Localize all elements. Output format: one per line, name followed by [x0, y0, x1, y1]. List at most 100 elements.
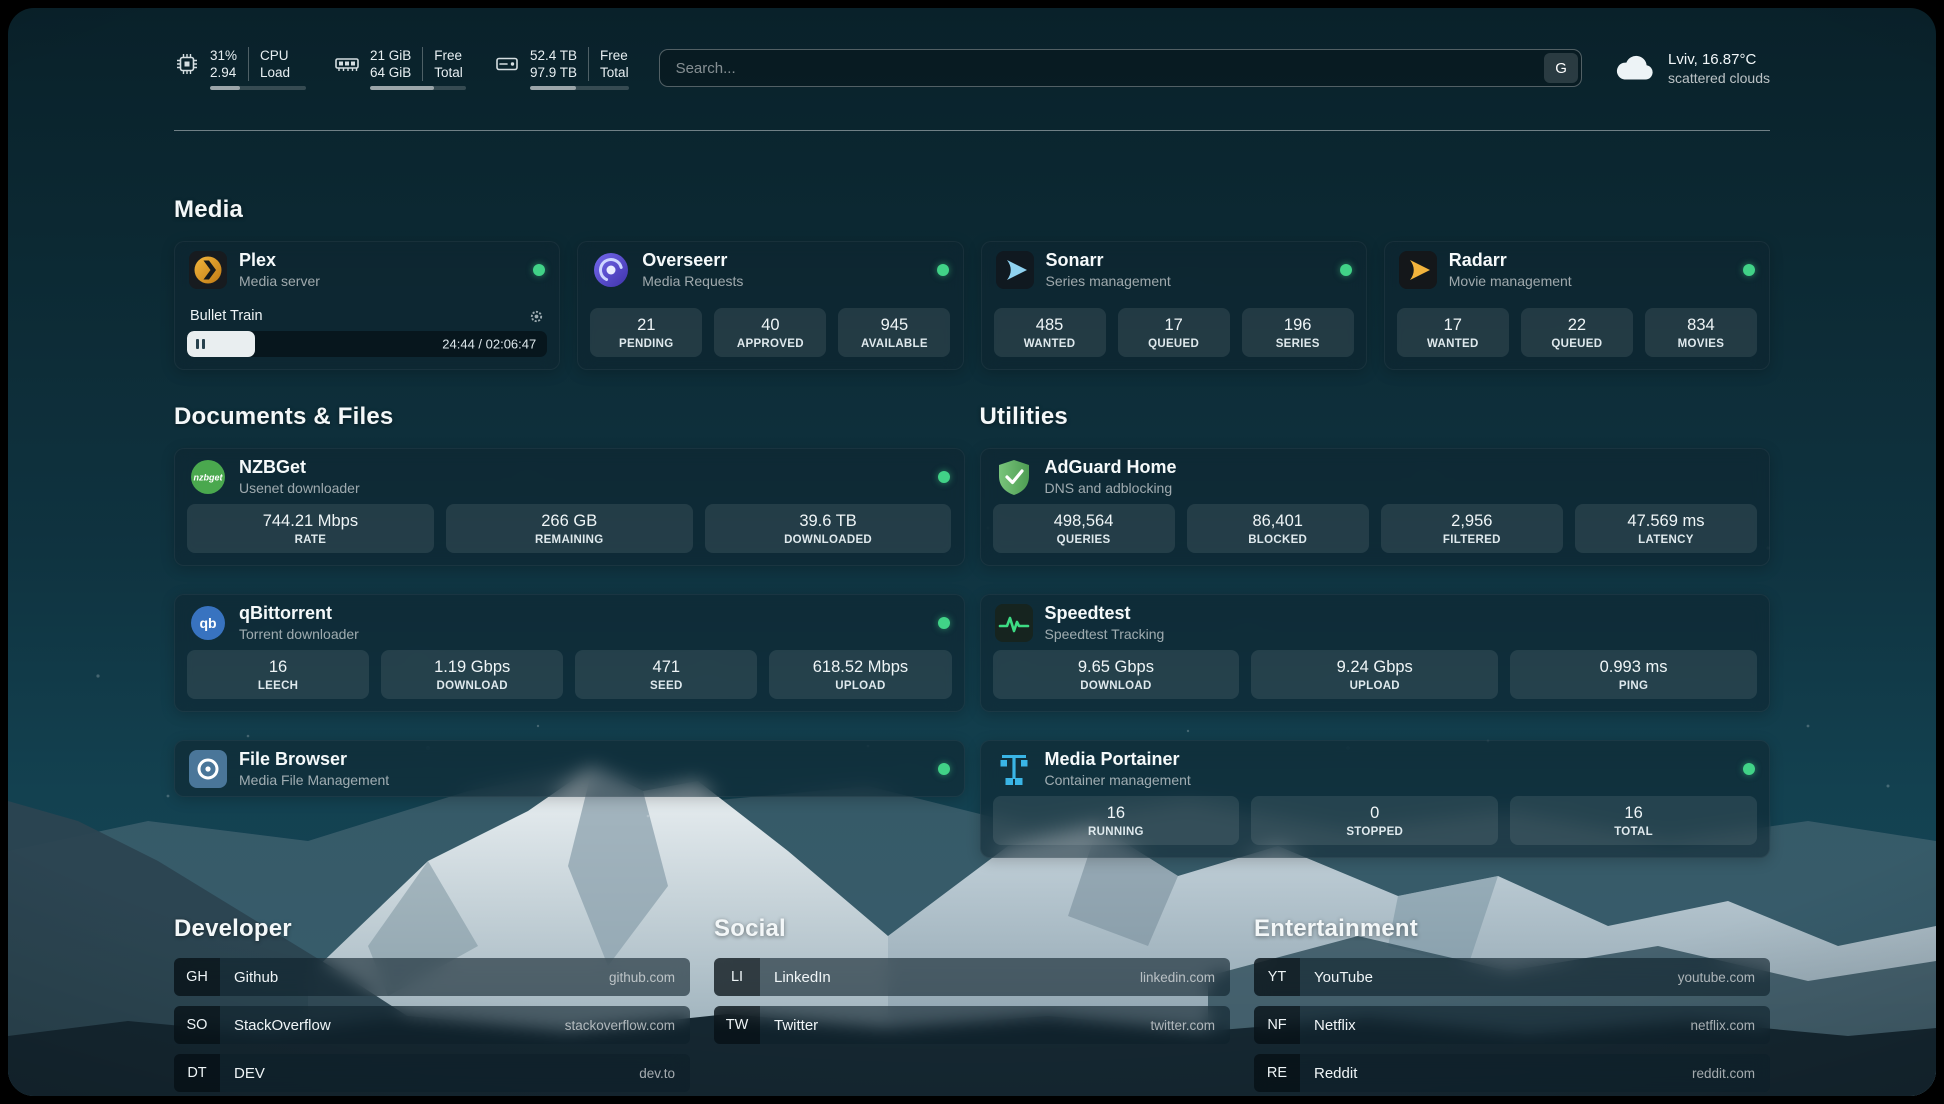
stat-label: FILTERED — [1442, 534, 1501, 546]
disk-label-1: Free — [600, 47, 628, 63]
stat-block: 16 LEECH — [187, 650, 370, 699]
status-dot — [937, 616, 950, 629]
section-title-developer: Developer — [174, 915, 292, 942]
stat-value: 0 — [1370, 804, 1380, 822]
stat-label: AVAILABLE — [861, 338, 928, 350]
pause-icon — [196, 339, 205, 349]
stat-label: QUERIES — [1056, 534, 1111, 546]
section-utilities: Utilities — [979, 402, 1770, 858]
bookmark-item-twitter[interactable]: TW Twitter twitter.com — [714, 1006, 1230, 1044]
disk-icon — [496, 57, 518, 70]
service-card-plex[interactable]: Plex Media server Bullet Train — [174, 241, 561, 370]
stat-block: 86,401 BLOCKED — [1186, 504, 1369, 553]
cpu-icon — [177, 53, 197, 74]
search-provider-button[interactable]: G — [1544, 53, 1579, 83]
status-dot — [936, 263, 949, 276]
memory-total: 64 GiB — [370, 64, 412, 80]
service-card-sonarr[interactable]: Sonarr Series management 485 WANTED — [980, 241, 1367, 370]
disk-total: 97.9 TB — [530, 64, 578, 80]
bookmark-name: Twitter — [774, 1016, 819, 1034]
stat-value: 16 — [1624, 804, 1643, 822]
stat-label: MOVIES — [1677, 338, 1725, 350]
cpu-load: 2.94 — [210, 64, 237, 80]
middle-columns: Documents & Files nzbget — [174, 402, 1770, 858]
memory-labels: Free Total — [422, 46, 463, 81]
service-card-qbittorrent[interactable]: qb qBittorrent Torrent downloader — [174, 594, 965, 712]
bookmark-url: github.com — [608, 969, 675, 985]
cpu-labels: CPU Load — [248, 46, 290, 81]
memory-values: 21 GiB 64 GiB — [370, 47, 411, 81]
stat-label: RUNNING — [1088, 826, 1144, 838]
stat-block: 0.993 ms PING — [1510, 650, 1757, 699]
bookmark-item-stackoverflow[interactable]: SO StackOverflow stackoverflow.com — [174, 1006, 690, 1044]
bookmark-name: LinkedIn — [774, 968, 831, 986]
bookmark-abbr: RE — [1254, 1054, 1300, 1092]
adguard-icon — [995, 458, 1033, 496]
disk-widget: 52.4 TB 97.9 TB Free Total — [494, 46, 629, 90]
stat-value: 40 — [761, 316, 780, 334]
stat-value: 1.19 Gbps — [434, 658, 511, 676]
stat-value: 744.21 Mbps — [262, 512, 359, 530]
stat-label: LATENCY — [1638, 534, 1694, 546]
cpu-values: 31% 2.94 — [210, 47, 237, 81]
service-description: Series management — [1045, 273, 1171, 289]
status-dot — [533, 263, 546, 276]
service-description: Usenet downloader — [239, 480, 360, 496]
stat-block: 485 WANTED — [993, 308, 1106, 357]
bookmark-item-linkedin[interactable]: LI LinkedIn linkedin.com — [714, 958, 1230, 996]
playback-progress-bar[interactable]: 24:44 / 02:06:47 — [187, 331, 548, 357]
search-input[interactable] — [659, 59, 1545, 77]
bookmark-item-youtube[interactable]: YT YouTube youtube.com — [1254, 958, 1770, 996]
dashboard-screen: 31% 2.94 CPU Load — [8, 8, 1936, 1096]
service-description: Media server — [239, 273, 320, 289]
bookmark-item-netflix[interactable]: NF Netflix netflix.com — [1254, 1006, 1770, 1044]
memory-free: 21 GiB — [370, 47, 412, 63]
service-card-portainer[interactable]: Media Portainer Container management 16 … — [979, 740, 1770, 858]
bookmark-item-dev[interactable]: DT DEV dev.to — [174, 1054, 690, 1092]
bookmark-item-reddit[interactable]: RE Reddit reddit.com — [1254, 1054, 1770, 1092]
cpu-widget: 31% 2.94 CPU Load — [174, 46, 306, 90]
service-card-speedtest[interactable]: Speedtest Speedtest Tracking 9.65 Gbps D… — [979, 594, 1770, 712]
service-card-nzbget[interactable]: nzbget NZBGet Usenet downloader — [174, 448, 965, 566]
stat-label: SERIES — [1275, 338, 1320, 350]
svg-text:qb: qb — [199, 615, 216, 631]
stat-value: 471 — [652, 658, 681, 676]
service-card-overseerr[interactable]: Overseerr Media Requests 21 PENDING — [577, 241, 964, 370]
bookmark-url: netflix.com — [1690, 1017, 1755, 1033]
stat-block: 618.52 Mbps UPLOAD — [769, 650, 952, 699]
weather-location: Lviv, 16.87°C — [1668, 50, 1757, 68]
bookmark-item-github[interactable]: GH Github github.com — [174, 958, 690, 996]
service-name: Plex — [239, 250, 277, 270]
service-name: qBittorrent — [239, 603, 332, 623]
status-dot — [937, 470, 950, 483]
settings-gear-icon[interactable] — [529, 309, 544, 324]
filebrowser-icon — [189, 749, 227, 788]
stat-label: SEED — [650, 680, 683, 692]
bookmark-group-entertainment: Entertainment YT YouTube youtube.com NF … — [1254, 914, 1770, 1092]
stat-label: PENDING — [619, 338, 674, 350]
qbittorrent-icon: qb — [189, 604, 227, 642]
radarr-icon — [1398, 250, 1437, 289]
bookmark-abbr: LI — [714, 958, 760, 996]
service-card-adguard[interactable]: AdGuard Home DNS and adblocking 498,564 … — [979, 448, 1770, 566]
stat-value: 86,401 — [1252, 512, 1303, 530]
service-name: NZBGet — [239, 457, 306, 477]
bookmark-name: Reddit — [1314, 1064, 1358, 1082]
service-description: Torrent downloader — [239, 626, 359, 642]
bookmark-abbr: NF — [1254, 1006, 1300, 1044]
stat-value: 16 — [1106, 804, 1126, 822]
stat-value: 9.24 Gbps — [1336, 658, 1413, 676]
stat-label: DOWNLOADED — [784, 534, 873, 546]
section-documents: Documents & Files nzbget — [174, 402, 965, 858]
stat-label: TOTAL — [1614, 826, 1653, 838]
service-name: Media Portainer — [1044, 749, 1180, 769]
system-resources-widget: 31% 2.94 CPU Load — [174, 46, 629, 90]
service-card-radarr[interactable]: Radarr Movie management 17 WANTED 2 — [1383, 241, 1770, 370]
disk-labels: Free Total — [588, 46, 629, 81]
service-card-filebrowser[interactable]: File Browser Media File Management — [174, 740, 965, 797]
stat-value: 21 — [637, 316, 656, 334]
bookmark-url: twitter.com — [1150, 1017, 1215, 1033]
status-dot — [1339, 263, 1352, 276]
service-description: Container management — [1044, 772, 1191, 788]
stat-block: 47.569 ms LATENCY — [1574, 504, 1757, 553]
